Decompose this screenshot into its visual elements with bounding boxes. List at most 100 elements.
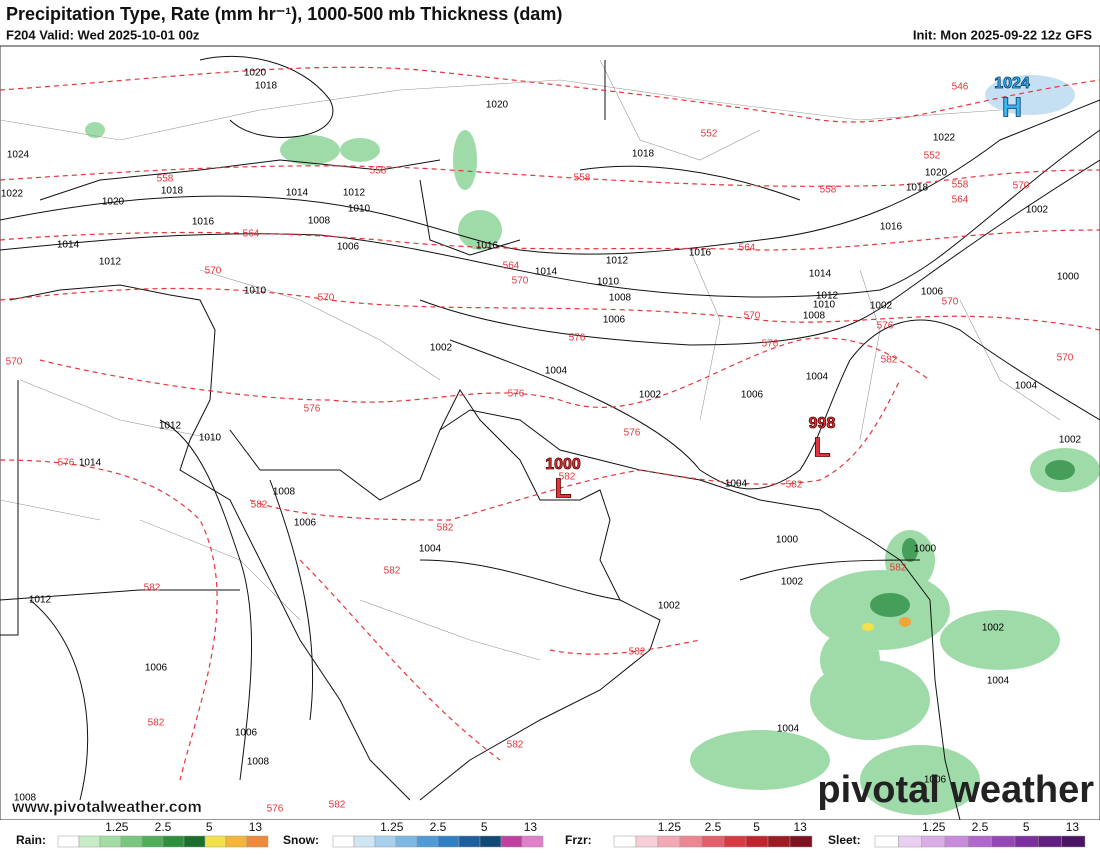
isobar-label: 1004 <box>777 724 800 735</box>
isobar-label: 1004 <box>419 544 442 555</box>
low-value: 998 <box>809 415 836 432</box>
low-letter: L <box>813 431 830 462</box>
init-time: Init: Mon 2025-09-22 12z GFS <box>913 27 1092 42</box>
legend-swatch <box>1014 835 1039 848</box>
isobar-label: 1008 <box>247 757 270 768</box>
thickness-label: 582 <box>437 523 454 534</box>
thickness-label: 576 <box>624 428 641 439</box>
legend-swatch <box>395 835 418 848</box>
isobar-label: 1012 <box>29 595 52 606</box>
isobar-label: 1000 <box>1057 272 1080 283</box>
thickness-label: 582 <box>890 563 907 574</box>
legend-tick: 1.25 <box>380 820 404 834</box>
legend-swatch <box>183 835 206 848</box>
legend-tick: 5 <box>206 820 213 834</box>
isobar-label: 1012 <box>343 188 366 199</box>
legend-swatch <box>991 835 1016 848</box>
isobar-label: 1014 <box>57 240 80 251</box>
legend-tick: 1.25 <box>922 820 946 834</box>
isobar-label: 1002 <box>430 343 453 354</box>
map-title: Precipitation Type, Rate (mm hr⁻¹), 1000… <box>6 4 562 24</box>
legend-swatch <box>374 835 397 848</box>
thickness-label: 576 <box>569 333 586 344</box>
thickness-label: 564 <box>739 243 756 254</box>
legend-swatch <box>353 835 376 848</box>
isobar-label: 1006 <box>603 315 626 326</box>
legend-swatch <box>1038 835 1062 848</box>
map-frame <box>0 45 1100 821</box>
isobar-label: 1012 <box>816 291 839 302</box>
legend-tick: 5 <box>481 820 488 834</box>
isobar-label: 1016 <box>689 248 712 259</box>
thickness-label: 570 <box>6 357 23 368</box>
isobar-label: 1002 <box>658 601 681 612</box>
isobar-label: 1014 <box>809 269 832 280</box>
isobar-label: 1024 <box>7 150 30 161</box>
thickness-label: 570 <box>1057 353 1074 364</box>
isobar-label: 1002 <box>781 577 804 588</box>
legend-tick: 5 <box>753 820 760 834</box>
isobar-label: 1010 <box>199 433 222 444</box>
legend-swatch <box>657 835 681 848</box>
legend-name: Frzr: <box>565 833 592 847</box>
isobar-label: 1006 <box>145 663 168 674</box>
isobar-label: 1012 <box>99 257 122 268</box>
thickness-label: 582 <box>786 480 803 491</box>
thickness-label: 564 <box>503 261 520 272</box>
thickness-label: 576 <box>877 321 894 332</box>
legend-tick: 5 <box>1023 820 1030 834</box>
isobar-label: 1002 <box>1059 435 1082 446</box>
isobar-label: 1014 <box>79 458 102 469</box>
high-letter: H <box>1002 91 1022 122</box>
legend-swatch <box>898 835 922 848</box>
legend-swatch <box>332 835 355 848</box>
legend-swatch <box>767 835 791 848</box>
thickness-labels: 546 552 552 558 558 558 558 558 564 570 564 564 564 5… <box>6 82 1074 815</box>
legend-swatch <box>500 835 523 848</box>
isobar-label: 1002 <box>639 390 662 401</box>
legend-swatch <box>120 835 143 848</box>
high-value: 1024 <box>994 75 1030 92</box>
thickness-label: 558 <box>370 166 387 177</box>
isobar-label: 1006 <box>924 775 947 786</box>
isobar-label: 1008 <box>273 487 296 498</box>
legend-tick: 2.5 <box>430 820 447 834</box>
legend-swatch <box>78 835 101 848</box>
isobar-label: 1008 <box>308 216 331 227</box>
precip-areas <box>85 122 1100 815</box>
thickness-label: 582 <box>559 472 576 483</box>
thickness-label: 570 <box>205 266 222 277</box>
website: www.pivotalweather.com <box>11 799 202 816</box>
legend-swatch <box>745 835 769 848</box>
thickness-label: 558 <box>157 174 174 185</box>
thickness-label: 576 <box>508 389 525 400</box>
legend-swatch <box>416 835 439 848</box>
legend-swatch <box>458 835 481 848</box>
legend-swatch <box>613 835 637 848</box>
legend-swatch <box>701 835 725 848</box>
thickness-label: 570 <box>1013 181 1030 192</box>
legend-swatch <box>141 835 164 848</box>
valid-time: F204 Valid: Wed 2025-10-01 00z <box>6 27 200 42</box>
isobar-label: 1012 <box>606 256 629 267</box>
isobar-label: 1004 <box>987 676 1010 687</box>
legend-swatch <box>479 835 502 848</box>
legend-name: Sleet: <box>828 833 861 847</box>
legend-tick: 13 <box>1066 820 1080 834</box>
thickness-label: 570 <box>512 276 529 287</box>
isobar-label: 1010 <box>597 277 620 288</box>
isobar-label: 1020 <box>925 168 948 179</box>
thickness-label: 576 <box>267 804 284 815</box>
legend-swatch <box>437 835 460 848</box>
thickness-label: 582 <box>384 566 401 577</box>
isobar-label: 1008 <box>14 793 37 804</box>
thickness-label: 576 <box>58 458 75 469</box>
legend-swatch <box>921 835 946 848</box>
isobar-label: 1004 <box>806 372 829 383</box>
isobar-label: 1018 <box>161 186 184 197</box>
isobar-label: 1020 <box>102 197 125 208</box>
